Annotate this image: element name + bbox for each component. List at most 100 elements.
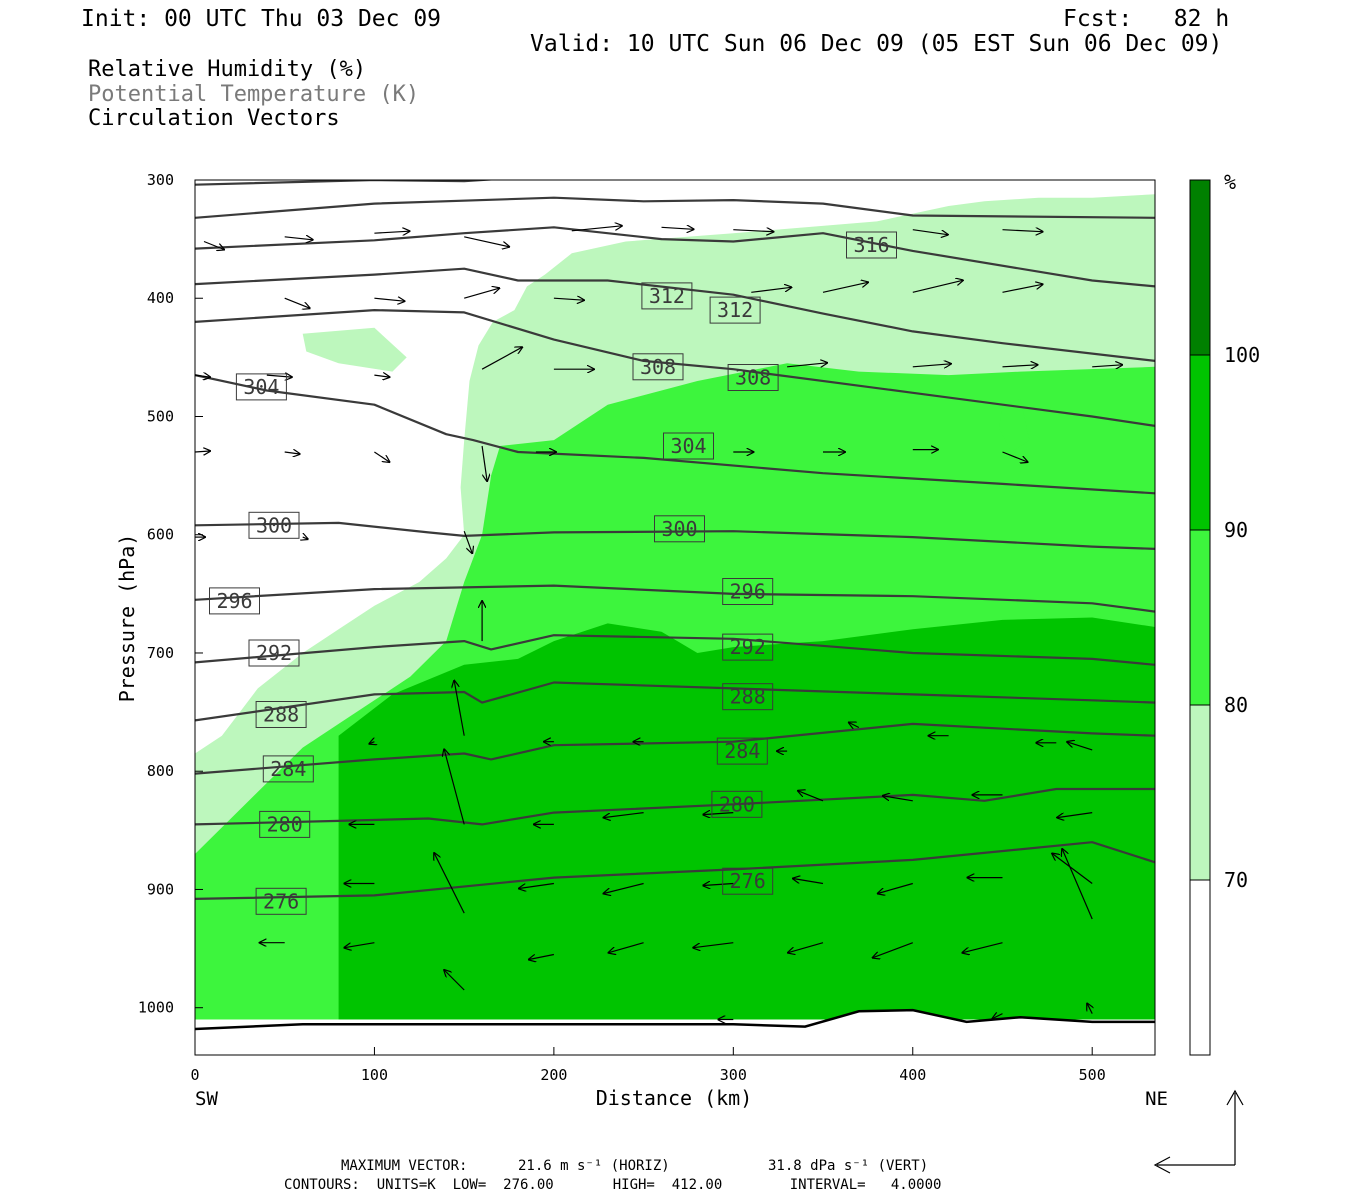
circulation-vector — [661, 227, 694, 229]
circulation-vector — [481, 445, 487, 481]
colorbar-unit: % — [1224, 170, 1236, 194]
circulation-vector — [993, 1014, 1003, 1019]
x-tick-label: 300 — [720, 1066, 747, 1084]
contour-label-box — [709, 296, 761, 324]
y-tick-label: 300 — [147, 171, 174, 189]
contour-label-box — [248, 511, 300, 539]
contour-label: 280 — [267, 812, 303, 836]
circulation-vector — [793, 879, 824, 885]
circulation-vector — [284, 297, 310, 308]
x-axis-title: Distance (km) — [596, 1086, 753, 1110]
colorbar-label: 90 — [1224, 518, 1248, 542]
terrain-fill — [195, 1010, 1155, 1055]
plot-frame — [194, 179, 1156, 1056]
theta-contour-312 — [195, 267, 1155, 362]
contour-label-box — [248, 639, 300, 667]
circulation-vector — [1002, 284, 1043, 293]
circulation-vector — [963, 942, 1003, 953]
contour-label: 304 — [243, 375, 279, 399]
colorbar-label: 70 — [1224, 868, 1248, 892]
circulation-vector — [303, 537, 308, 539]
circulation-vector — [1002, 451, 1028, 462]
contour-label-box — [722, 633, 774, 661]
contour-label-box — [654, 515, 705, 543]
contour-label: 296 — [216, 589, 252, 613]
contour-label: 308 — [640, 355, 676, 379]
circulation-vector-layer — [195, 226, 1122, 1020]
circulation-vector — [444, 970, 465, 991]
contour-label-box — [846, 231, 897, 259]
contour-label-box — [722, 683, 774, 711]
max-vector-vert: 31.8 dPa s⁻¹ (VERT) — [768, 1158, 929, 1174]
circulation-vector — [733, 230, 773, 232]
legend-vectors: Circulation Vectors — [88, 106, 340, 131]
theta-contour-304 — [195, 374, 1155, 495]
contour-label: 292 — [256, 641, 292, 665]
circulation-vector — [1002, 230, 1043, 232]
circulation-vector — [604, 882, 644, 894]
circulation-vector — [374, 375, 389, 377]
theta-contour-284 — [195, 722, 1155, 775]
theta-contour-288 — [195, 681, 1155, 722]
circulation-vector — [434, 853, 465, 914]
circulation-vector — [344, 942, 375, 948]
circulation-vector — [787, 363, 827, 367]
contour-label: 276 — [730, 869, 766, 893]
contour-label: 300 — [256, 513, 292, 537]
terrain-layer — [195, 1008, 1155, 1055]
contour-label: 308 — [735, 366, 771, 390]
x-tick-label: 200 — [540, 1066, 567, 1084]
rh-colorbar: 70 80 90 100 — [1189, 179, 1260, 1056]
legend-theta: Potential Temperature (K) — [88, 82, 420, 107]
circulation-vector — [519, 882, 554, 889]
circulation-vector — [529, 953, 555, 960]
colorbar-bin — [1189, 879, 1211, 1056]
circulation-vector — [703, 813, 734, 815]
max-vector-horiz: 21.6 m s⁻¹ (HORIZ) — [518, 1158, 670, 1174]
contour-label-box — [255, 887, 307, 915]
vector-scale-icon — [1153, 1089, 1244, 1174]
terrain-line — [195, 1008, 1155, 1031]
circulation-vector — [1087, 1004, 1092, 1014]
x-end-label-left: SW — [195, 1088, 218, 1110]
contour-label: 276 — [263, 889, 299, 913]
contour-label: 312 — [649, 284, 685, 308]
rh-region-90-100 — [392, 919, 1057, 1008]
contour-label: 312 — [717, 298, 753, 322]
contour-label: 284 — [724, 739, 760, 763]
colorbar-label: 80 — [1224, 693, 1248, 717]
circulation-vector — [1057, 812, 1093, 818]
valid-time: Valid: 10 UTC Sun 06 Dec 09 (05 EST Sun … — [530, 31, 1223, 57]
axis-layer: 0 100 200 300 400 500 300 400 500 600 700 800 900 100… — [138, 171, 1106, 1084]
circulation-vector — [798, 791, 824, 802]
contour-label: 296 — [730, 580, 766, 604]
rh-region-70-80 — [302, 327, 407, 372]
colorbar-label: 100 — [1224, 343, 1260, 367]
circulation-vector — [1067, 742, 1093, 751]
circulation-vector — [444, 749, 465, 825]
contour-info: CONTOURS: UNITS=K LOW= 276.00 HIGH= 412.… — [284, 1177, 942, 1193]
contour-label: 304 — [670, 434, 706, 458]
theta-contour-276 — [195, 841, 1155, 900]
contour-label: 300 — [661, 517, 697, 541]
x-tick-label: 0 — [190, 1066, 199, 1084]
contour-label-box — [722, 867, 774, 895]
circulation-vector — [751, 287, 791, 293]
contour-label-box — [235, 373, 287, 401]
x-tick-label: 400 — [899, 1066, 926, 1084]
theta-contour-300 — [195, 521, 1155, 550]
x-tick-label: 500 — [1079, 1066, 1106, 1084]
theta-contour-316 — [195, 226, 1155, 288]
circulation-vector — [284, 237, 313, 240]
theta-contour-296 — [195, 584, 1155, 613]
contour-label: 316 — [853, 233, 889, 257]
y-tick-label: 400 — [147, 289, 174, 307]
circulation-vector — [203, 240, 224, 250]
circulation-vector — [1002, 365, 1038, 367]
circulation-vector — [374, 451, 389, 462]
contour-label: 292 — [730, 635, 766, 659]
contour-label-box — [722, 578, 774, 605]
circulation-vector — [1052, 854, 1093, 884]
colorbar-bin — [1189, 179, 1211, 356]
contour-label-layer: 316 312 312 308 308 304 304 300 300 296 296 292 292 2… — [209, 231, 897, 915]
